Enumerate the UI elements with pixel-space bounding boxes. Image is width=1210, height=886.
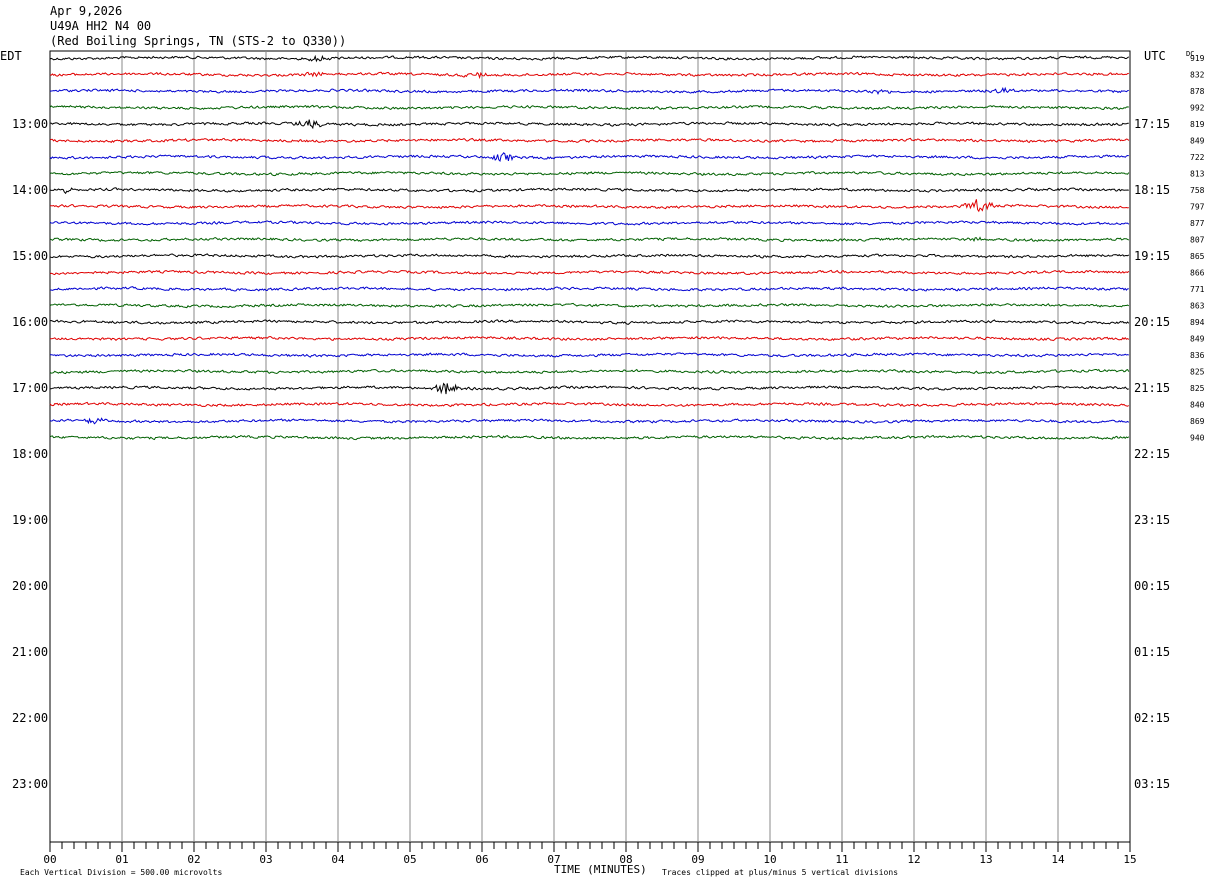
x-axis-title: TIME (MINUTES) <box>554 863 647 876</box>
dc-value: 797 <box>1190 203 1205 212</box>
dc-value: 894 <box>1190 318 1205 327</box>
x-tick-label: 15 <box>1123 853 1136 866</box>
edt-hour-label: 13:00 <box>12 117 48 131</box>
utc-hour-label: 00:15 <box>1134 579 1170 593</box>
seismic-trace <box>50 336 1130 342</box>
x-tick-label: 08 <box>619 853 632 866</box>
dc-value: 825 <box>1190 384 1205 393</box>
seismic-trace <box>50 286 1129 292</box>
dc-value: 869 <box>1190 417 1205 426</box>
dc-value: 825 <box>1190 368 1205 377</box>
edt-hour-label: 22:00 <box>12 711 48 725</box>
dc-value: 813 <box>1190 170 1205 179</box>
clip-note: Traces clipped at plus/minus 5 vertical … <box>662 868 898 877</box>
edt-hour-label: 18:00 <box>12 447 48 461</box>
division-note: Each Vertical Division = 500.00 microvol… <box>20 868 222 877</box>
edt-hour-label: 14:00 <box>12 183 48 197</box>
edt-hour-label: 21:00 <box>12 645 48 659</box>
dc-value: 840 <box>1190 401 1205 410</box>
dc-value: 771 <box>1190 285 1205 294</box>
utc-hour-label: 22:15 <box>1134 447 1170 461</box>
seismic-trace <box>49 417 1130 425</box>
seismic-trace <box>49 71 1129 80</box>
utc-hour-label: 01:15 <box>1134 645 1170 659</box>
dc-value: 878 <box>1190 87 1205 96</box>
edt-hour-label: 23:00 <box>12 777 48 791</box>
seismic-trace <box>49 220 1130 226</box>
x-tick-label: 06 <box>475 853 488 866</box>
x-tick-label: 05 <box>403 853 416 866</box>
seismic-trace <box>49 302 1130 309</box>
seismic-trace <box>49 199 1129 213</box>
seismic-trace <box>49 269 1130 276</box>
seismic-trace <box>49 137 1130 144</box>
seismic-trace <box>49 382 1129 395</box>
chart-location: (Red Boiling Springs, TN (STS-2 to Q330)… <box>50 34 347 48</box>
seismic-trace <box>49 152 1129 163</box>
seismic-trace <box>49 54 1130 63</box>
utc-hour-label: 18:15 <box>1134 183 1170 197</box>
chart-station: U49A HH2 N4 00 <box>50 19 152 33</box>
seismic-trace <box>49 401 1130 408</box>
utc-label: UTC <box>1144 49 1166 63</box>
dc-value: 849 <box>1190 335 1205 344</box>
seismic-trace <box>49 187 1129 195</box>
x-tick-label: 10 <box>763 853 776 866</box>
chart-date: Apr 9,2026 <box>50 4 123 18</box>
x-tick-label: 11 <box>835 853 848 866</box>
dc-value: 877 <box>1190 219 1205 228</box>
dc-value: 866 <box>1190 269 1205 278</box>
dc-value: 836 <box>1190 351 1205 360</box>
seismic-trace <box>49 368 1130 375</box>
utc-hour-label: 02:15 <box>1134 711 1170 725</box>
utc-hour-label: 03:15 <box>1134 777 1170 791</box>
dc-value: 807 <box>1190 236 1205 245</box>
plot-frame <box>49 50 1131 843</box>
seismic-trace <box>49 104 1129 111</box>
seismic-trace <box>50 352 1129 358</box>
seismic-trace <box>49 171 1130 177</box>
seismic-trace <box>49 236 1130 243</box>
edt-hour-label: 19:00 <box>12 513 48 527</box>
utc-hour-label: 19:15 <box>1134 249 1170 263</box>
edt-hour-label: 20:00 <box>12 579 48 593</box>
seismic-trace <box>49 319 1130 325</box>
seismic-trace <box>50 119 1129 130</box>
dc-value: 819 <box>1190 120 1205 129</box>
dc-value: 865 <box>1190 252 1205 261</box>
dc-value: 863 <box>1190 302 1205 311</box>
dc-value: 722 <box>1190 153 1205 162</box>
dc-value: 832 <box>1190 71 1205 80</box>
x-tick-label: 07 <box>547 853 560 866</box>
seismic-trace <box>49 434 1130 441</box>
dc-label: DC <box>1186 50 1194 58</box>
x-tick-label: 14 <box>1051 853 1065 866</box>
edt-label: EDT <box>0 49 22 63</box>
dc-value: 919 <box>1190 54 1205 63</box>
utc-hour-label: 20:15 <box>1134 315 1170 329</box>
edt-hour-label: 16:00 <box>12 315 48 329</box>
dc-value: 849 <box>1190 137 1205 146</box>
utc-hour-label: 17:15 <box>1134 117 1170 131</box>
dc-value: 758 <box>1190 186 1205 195</box>
x-tick-label: 13 <box>979 853 992 866</box>
edt-hour-label: 17:00 <box>12 381 48 395</box>
dc-value: 940 <box>1190 434 1205 443</box>
x-tick-label: 04 <box>331 853 345 866</box>
x-tick-label: 02 <box>187 853 200 866</box>
x-tick-label: 09 <box>691 853 704 866</box>
x-tick-label: 00 <box>43 853 56 866</box>
seismic-trace <box>49 253 1130 259</box>
edt-hour-label: 15:00 <box>12 249 48 263</box>
utc-hour-label: 21:15 <box>1134 381 1170 395</box>
dc-value: 992 <box>1190 104 1205 113</box>
utc-hour-label: 23:15 <box>1134 513 1170 527</box>
seismic-trace <box>49 86 1129 96</box>
x-tick-label: 01 <box>115 853 128 866</box>
x-tick-label: 12 <box>907 853 920 866</box>
x-tick-label: 03 <box>259 853 272 866</box>
